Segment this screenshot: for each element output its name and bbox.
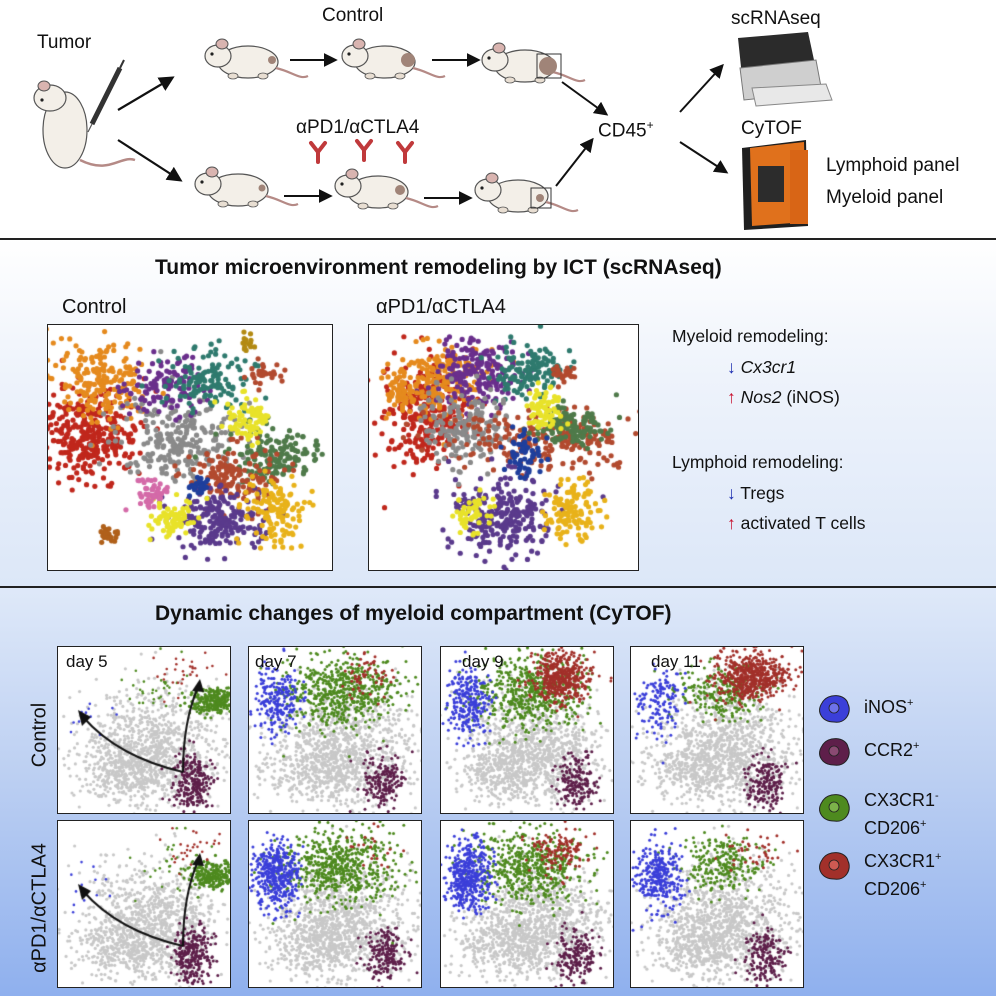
cytof-row-label-control: Control [28,702,51,768]
mouse-icon [193,165,300,209]
myeloid-item-cx3cr1: ↓ Cx3cr1 [727,357,797,377]
scrnaseq-instrument-icon [738,32,833,107]
cytof-plot [57,820,231,988]
antibody-icon [396,141,414,164]
legend-inos: iNOS+ [864,697,914,717]
myeloid-item-nos2: ↑ Nos2 (iNOS) [727,387,840,407]
section-divider-1 [0,238,996,240]
legend-ccr2: CCR2+ [864,740,920,760]
up-arrow-icon: ↑ [727,513,736,533]
antibody-icon [309,141,327,164]
cytof-plot [630,820,804,988]
cd45-label: CD45+ [598,118,654,142]
antibody-icon [355,139,373,162]
up-arrow-icon: ↑ [727,387,736,407]
cytof-row-label-treatment: αPD1/αCTLA4 [28,843,51,973]
lymphoid-remodeling-heading: Lymphoid remodeling: [672,452,844,472]
day-label: day 7 [255,652,297,671]
scrnaseq-section-title: Tumor microenvironment remodeling by ICT… [155,256,722,279]
day-label: day 5 [66,652,108,671]
day-label: day 9 [462,652,504,671]
down-arrow-icon: ↓ [727,483,736,503]
tsne-plot-control [47,324,333,571]
lymphoid-item-tregs: ↓ Tregs [727,483,785,503]
cytof-label: CyTOF [741,118,802,139]
scrnaseq-label: scRNAseq [731,8,821,29]
tumor-label: Tumor [37,32,92,53]
down-arrow-icon: ↓ [727,357,736,377]
cytof-plot [57,646,231,814]
cytof-plot [440,646,614,814]
tsne-plot-treatment [368,324,639,571]
scrnaseq-treatment-label: αPD1/αCTLA4 [376,296,506,318]
cytof-plot [248,820,422,988]
myeloid-panel-label: Myeloid panel [826,187,944,208]
mouse-icon [340,37,447,81]
cytof-instrument-icon [742,140,808,230]
syringe-icon [87,59,125,133]
design-diagram [33,32,833,230]
myeloid-remodeling-heading: Myeloid remodeling: [672,326,829,346]
legend-cx3cr1-neg: CX3CR1- CD206+ [864,790,939,838]
mouse-icon [480,41,587,85]
legend-cx3cr1-pos: CX3CR1+ CD206+ [864,851,942,899]
cytof-plot [440,820,614,988]
scrnaseq-control-label: Control [62,296,127,318]
lymphoid-item-activated-t: ↑ activated T cells [727,513,866,533]
cytof-section-title: Dynamic changes of myeloid compartment (… [155,602,672,625]
section-divider-2 [0,586,996,588]
tumor-mouse-icon [33,80,136,169]
lymphoid-panel-label: Lymphoid panel [826,155,960,176]
control-label: Control [322,5,384,26]
mouse-icon [333,167,440,211]
cytof-plot [630,646,804,814]
day-label: day 11 [651,652,701,671]
treatment-label: αPD1/αCTLA4 [296,117,420,138]
cytof-plot [248,646,422,814]
